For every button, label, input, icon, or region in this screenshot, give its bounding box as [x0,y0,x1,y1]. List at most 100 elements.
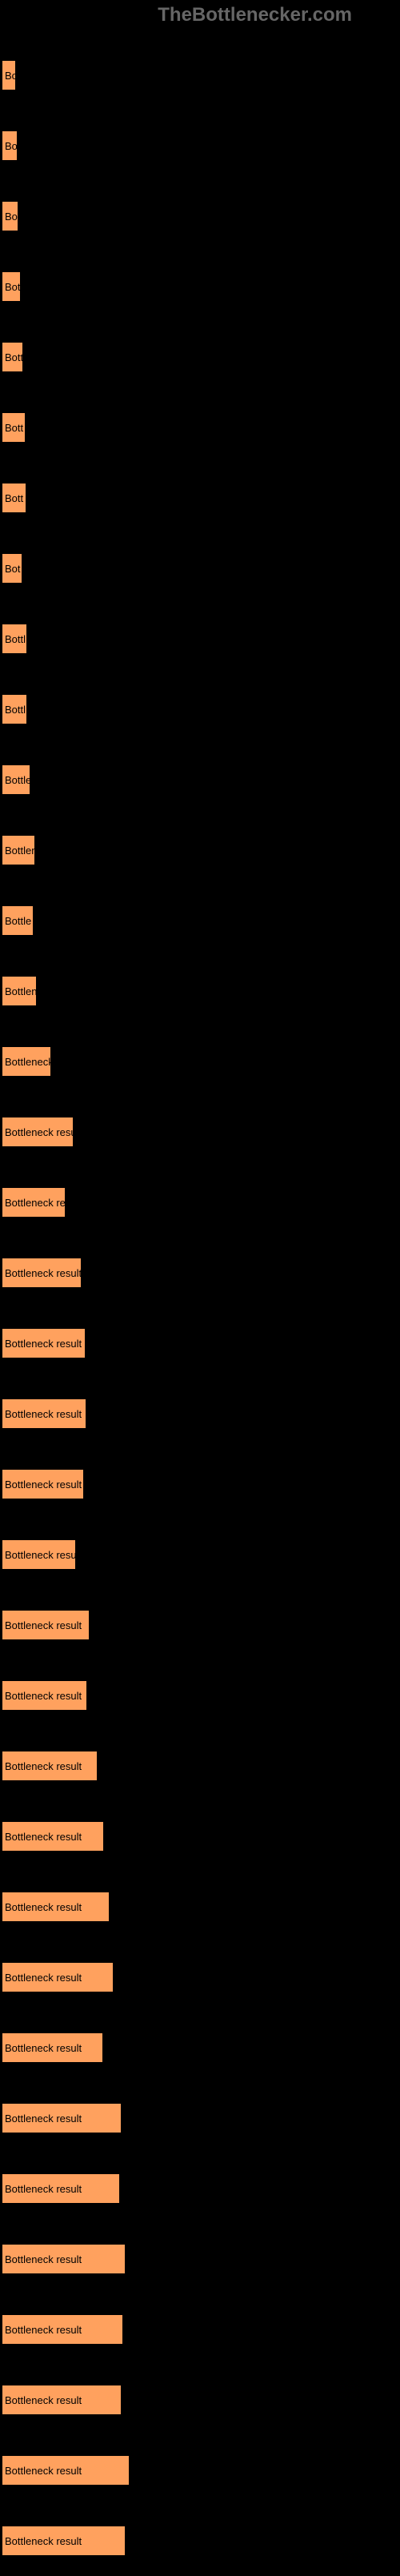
bar-label: Bottleneck result [5,1901,82,1913]
bar-label: Bottleneck result [5,2535,82,2547]
bar-label: Bottleneck result [5,2253,82,2265]
bar-label: Bottleneck result [5,1267,82,1279]
bar-row: Bottleneck resu [2,1097,400,1167]
bar-row: Bot [2,251,400,322]
bar-row: Bottl [2,674,400,744]
bar-label: Bottleneck re [5,1197,66,1209]
bar-label: Bot [5,563,21,575]
bar-row: Bottleneck result [2,1801,400,1872]
bar: Bottle [2,764,30,795]
bar: Bottlen [2,976,37,1006]
bar-row: Bottleneck result [2,2435,400,2506]
bar-row: Bottleneck result [2,1238,400,1308]
bar: Bottleneck result [2,1398,86,1429]
bar: Bottleneck result [2,2244,126,2274]
bar-row: Bottlen [2,956,400,1026]
bar-label: Bottleneck result [5,2394,82,2406]
bar-row: Bottleneck result [2,1308,400,1378]
bar-label: Bo [5,140,18,152]
bar-label: Bottleneck result [5,1479,82,1491]
bar: Bottleneck result [2,1469,84,1499]
bar-label: Bottleneck result [5,1408,82,1420]
bar-row: Bottleneck result [2,1731,400,1801]
bar: Bottleneck [2,1046,51,1077]
bar: Bo [2,60,16,90]
bar-label: Bottleneck result [5,1760,82,1772]
bar: Bott [2,412,26,443]
bar-label: Bottlen [5,985,37,997]
bar: Bottleneck result [2,1258,82,1288]
bar-row: Bottleneck resu [2,1519,400,1590]
bar-row: Bottleneck re [2,1167,400,1238]
bar: Bottle [2,905,34,936]
bar-row: Bottleneck result [2,1590,400,1660]
bar-label: Bottleneck result [5,1972,82,1984]
bar-label: Bottleneck result [5,1619,82,1631]
bar-row: Bottleneck result [2,1942,400,2012]
bar-label: Bottleneck result [5,1338,82,1350]
bar-label: Bottleneck [5,1056,51,1068]
bar: Bottleneck result [2,1821,104,1852]
bar-label: Bottleneck result [5,2324,82,2336]
bar-label: Bottleneck resu [5,1549,76,1561]
bar-label: Bottleneck result [5,2113,82,2125]
bar-row: Bottleneck result [2,2294,400,2365]
bar: Bottleneck resu [2,1539,76,1570]
bar-row: Bottle [2,885,400,956]
bar-label: Bottleneck result [5,2042,82,2054]
bar: Bottleneck result [2,2455,130,2486]
bar-row: Bott [2,392,400,463]
bar-label: Bottleneck result [5,2183,82,2195]
bar-label: Bottle [5,915,31,927]
bar-row: Bottlen [2,815,400,885]
bar-row: Bo [2,40,400,110]
bar: Bot [2,553,22,584]
bar-row: Bottleneck result [2,1378,400,1449]
bar-row: Bottle [2,744,400,815]
bar-row: Bottleneck result [2,2012,400,2083]
bar: Bottleneck result [2,1680,87,1711]
bar-label: Bottleneck result [5,2465,82,2477]
bar: Bottleneck result [2,1751,98,1781]
bar-label: Bottleneck result [5,1690,82,1702]
bar: Bottleneck result [2,1610,90,1640]
bar-row: Bottleneck result [2,1872,400,1942]
bar-label: Bottlen [5,845,35,857]
bar: Bo [2,201,18,231]
bar: Bottleneck result [2,1962,114,1992]
bar: Bottl [2,624,27,654]
bar-row: Bottleneck result [2,1660,400,1731]
bar-row: Bottleneck result [2,2083,400,2153]
bar-label: Bott [5,422,23,434]
bar: Bottleneck result [2,2385,122,2415]
bar: Bottleneck result [2,1328,86,1358]
bar: Bottleneck result [2,1892,110,1922]
bar-row: Bottleneck result [2,2224,400,2294]
bar-row: Bot [2,533,400,604]
bar-label: Bot [5,281,21,293]
bar: Bottleneck result [2,2314,123,2345]
bar: Bottleneck result [2,2526,126,2556]
bar: Bottl [2,694,27,724]
bar: Bottleneck result [2,2032,103,2063]
bar-row: Bottleneck result [2,2506,400,2576]
bar: Bottlen [2,835,35,865]
bar: Bott [2,342,23,372]
bar-row: Bott [2,322,400,392]
chart-container: Bo Bo Bo Bot Bott Bott Bott Bot Bottl Bottl Bottle… [0,0,400,2576]
bar-label: Bott [5,492,23,504]
bar-label: Bo [5,211,18,223]
bar: Bottleneck re [2,1187,66,1218]
bar-row: Bott [2,463,400,533]
bar: Bo [2,130,18,161]
bar: Bottleneck result [2,2173,120,2204]
bar-label: Bott [5,351,23,363]
bar-row: Bottleneck result [2,1449,400,1519]
bar: Bottleneck resu [2,1117,74,1147]
bar-label: Bo [5,70,16,82]
bar: Bott [2,483,26,513]
bar-label: Bottle [5,774,30,786]
bar-row: Bo [2,110,400,181]
bar-label: Bottl [5,704,26,716]
bar-label: Bottleneck resu [5,1126,74,1138]
